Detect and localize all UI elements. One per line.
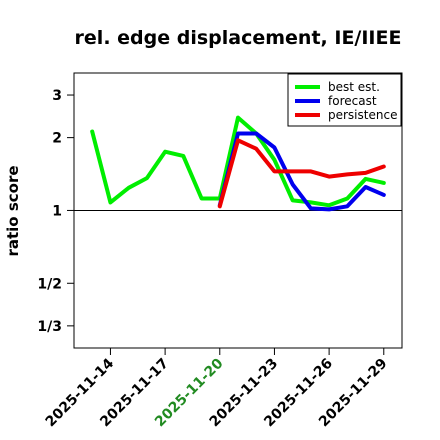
series-line-best-est bbox=[90, 115, 386, 208]
y-tick-label: 1/3 bbox=[37, 319, 62, 335]
legend-label: best est. bbox=[328, 80, 380, 94]
series-layer bbox=[90, 115, 386, 212]
y-tick-label: 2 bbox=[52, 131, 62, 147]
y-tick-label: 1 bbox=[52, 203, 62, 219]
y-tick-label: 3 bbox=[52, 88, 62, 104]
y-axis-label: ratio score bbox=[4, 165, 22, 256]
y-axis: 3 2 1 1/2 1/3 bbox=[37, 88, 74, 335]
series-line-persistence bbox=[217, 138, 386, 209]
series-line-forecast bbox=[217, 131, 386, 212]
x-axis: 2025-11-142025-11-172025-11-202025-11-23… bbox=[43, 348, 391, 430]
legend-label: forecast bbox=[328, 94, 377, 108]
y-tick-label: 1/2 bbox=[37, 276, 62, 292]
legend-label: persistence bbox=[328, 108, 397, 122]
chart-title: rel. edge displacement, IE/IIEE bbox=[75, 27, 402, 49]
